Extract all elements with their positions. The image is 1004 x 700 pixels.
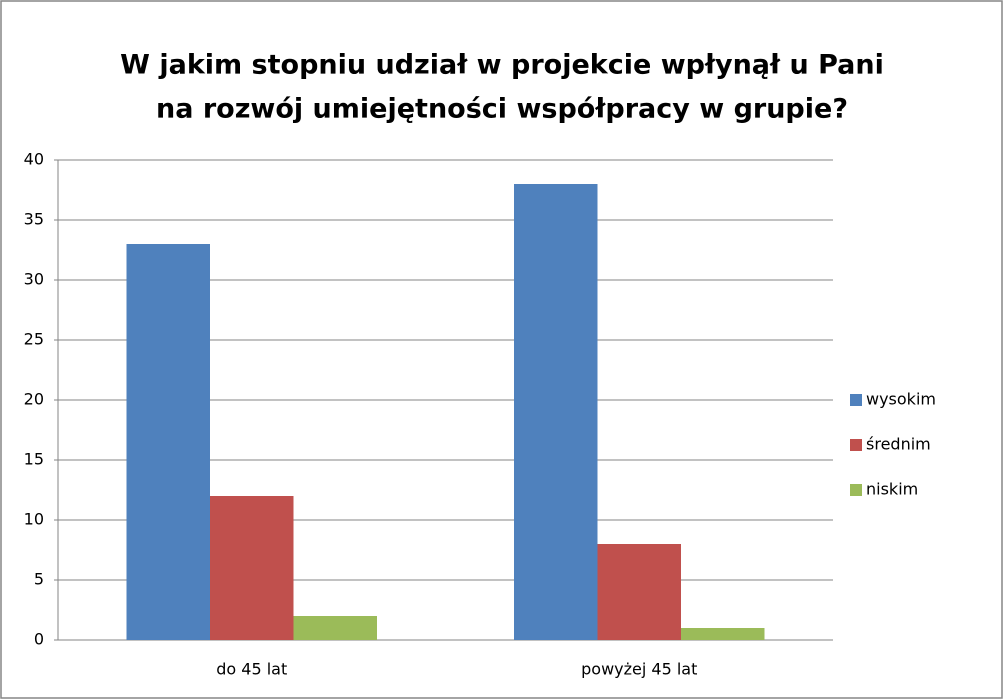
legend-label: wysokim [866, 390, 936, 409]
chart-title: na rozwój umiejętności współpracy w grup… [156, 94, 848, 125]
legend-label: niskim [866, 480, 918, 499]
y-tick-label: 20 [24, 390, 44, 409]
bar [126, 244, 210, 640]
legend-swatch [850, 439, 862, 451]
bar [681, 628, 765, 640]
legend-swatch [850, 484, 862, 496]
bar [597, 544, 681, 640]
y-tick-label: 0 [34, 630, 44, 649]
x-tick-label: powyżej 45 lat [581, 660, 697, 679]
y-tick-label: 30 [24, 270, 44, 289]
y-tick-label: 40 [24, 150, 44, 169]
bar [514, 184, 598, 640]
y-tick-label: 35 [24, 210, 44, 229]
y-tick-label: 25 [24, 330, 44, 349]
bar [210, 496, 294, 640]
y-tick-label: 15 [24, 450, 44, 469]
legend-label: średnim [866, 435, 931, 454]
chart-title: W jakim stopniu udział w projekcie wpłyn… [120, 50, 884, 81]
x-tick-label: do 45 lat [216, 660, 287, 679]
legend-swatch [850, 394, 862, 406]
y-tick-label: 5 [34, 570, 44, 589]
bar [293, 616, 377, 640]
y-tick-label: 10 [24, 510, 44, 529]
